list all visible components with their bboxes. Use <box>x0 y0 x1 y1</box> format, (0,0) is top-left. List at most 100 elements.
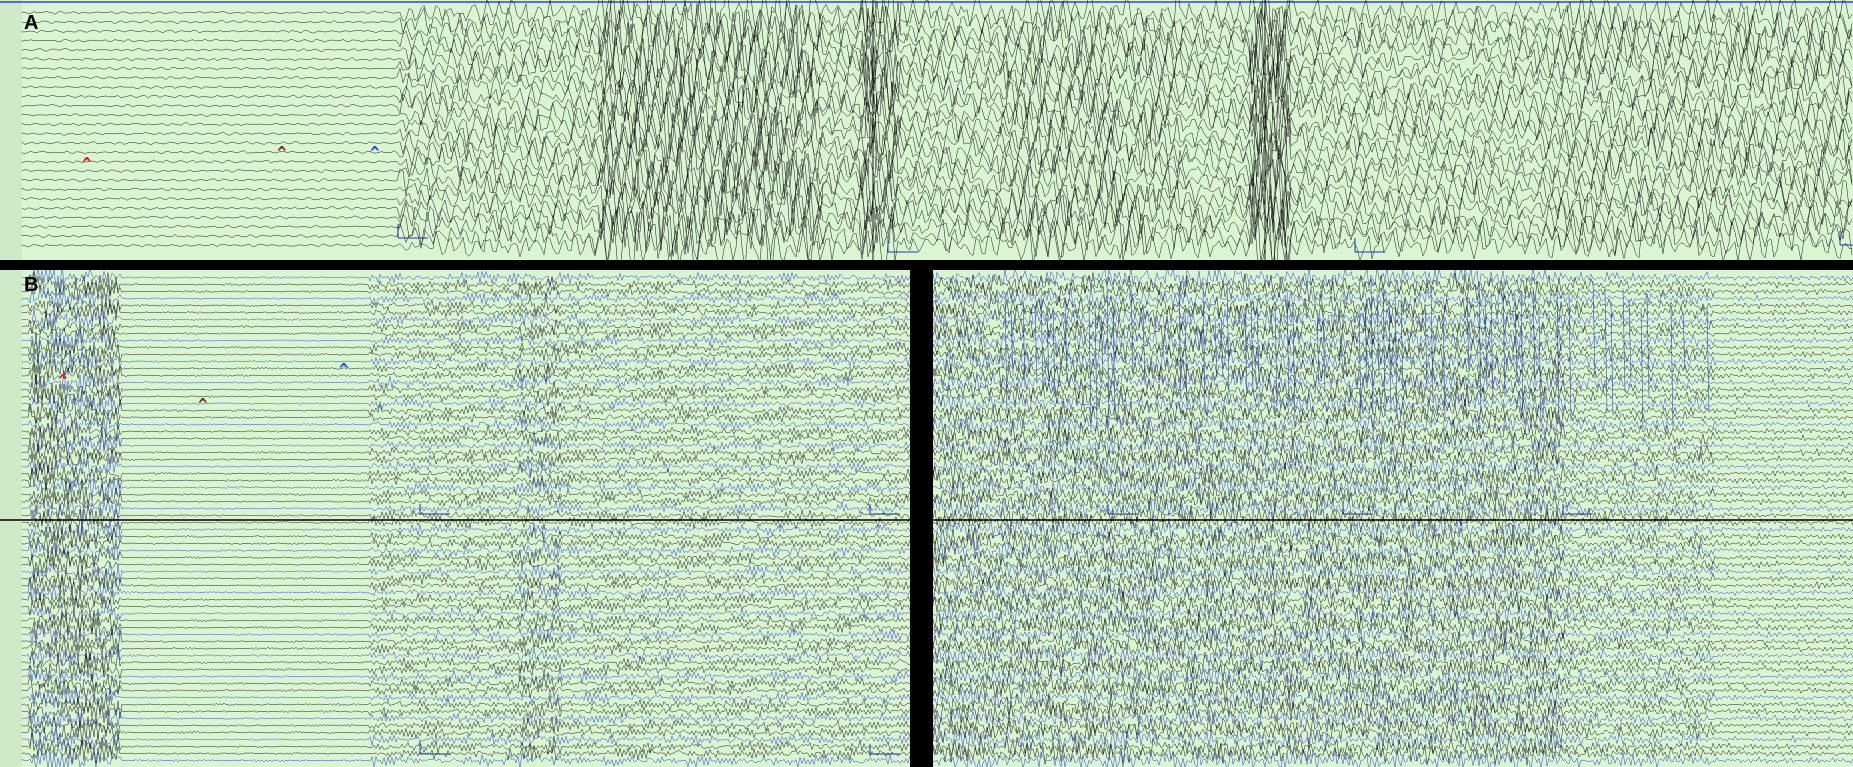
eeg-channel-trace <box>21 0 1853 73</box>
eeg-channel-trace <box>21 525 910 548</box>
burst-stroke <box>1376 294 1380 377</box>
eeg-channel-trace <box>21 612 910 640</box>
burst-stroke <box>1274 301 1278 406</box>
eeg-channel-trace <box>21 649 910 674</box>
eeg-channel-trace <box>933 574 1853 598</box>
eeg-channel-trace <box>21 448 910 474</box>
eeg-channel-trace <box>933 349 1853 374</box>
eeg-channel-trace <box>21 516 910 545</box>
eeg-channel-trace <box>21 491 910 511</box>
panel-a-label: A <box>24 12 39 34</box>
burst-stroke <box>1370 280 1374 415</box>
eeg-channel-trace <box>933 623 1853 648</box>
eeg-channel-trace <box>933 735 1853 759</box>
burst-stroke <box>1670 310 1674 428</box>
eeg-channel-trace <box>21 35 1853 115</box>
marker-brown-a: ^ <box>277 143 287 162</box>
marker-blue-a: ^ <box>370 143 380 162</box>
eeg-channel-trace <box>21 55 1853 152</box>
eeg-channel-trace <box>933 334 1853 361</box>
eeg-channel-trace <box>21 497 910 522</box>
eeg-channel-trace <box>21 332 910 362</box>
eeg-channel-trace <box>21 124 1853 198</box>
eeg-channel-trace <box>21 299 910 325</box>
eeg-channel-trace <box>933 552 1853 576</box>
eeg-channel-trace <box>933 306 1853 332</box>
burst-stroke <box>1214 319 1218 378</box>
eeg-channel-trace <box>21 70 1853 153</box>
eeg-channel-trace <box>933 475 1853 501</box>
burst-stroke <box>1364 303 1368 379</box>
eeg-channel-trace <box>21 276 910 303</box>
eeg-channel-trace <box>933 286 1853 313</box>
eeg-channel-trace <box>21 7 1853 94</box>
eeg-channel-trace <box>933 362 1853 388</box>
burst-stroke <box>1088 306 1092 430</box>
eeg-channel-trace <box>21 589 910 610</box>
eeg-channel-trace <box>21 370 910 399</box>
eeg-channel-trace <box>933 741 1853 766</box>
burst-stroke <box>1178 285 1182 403</box>
burst-stroke <box>1226 282 1230 395</box>
burst-stroke <box>1106 283 1110 426</box>
burst-stroke <box>1442 313 1446 419</box>
eeg-channel-trace <box>21 715 910 737</box>
eeg-channel-trace <box>21 624 910 646</box>
burst-stroke <box>1130 286 1134 371</box>
eeg-channel-trace <box>21 54 1853 136</box>
channel-label-strip-b <box>0 270 22 767</box>
eeg-channel-trace <box>933 658 1853 682</box>
eeg-channel-trace <box>933 327 1853 354</box>
eeg-channel-trace <box>21 686 910 708</box>
eeg-channel-trace <box>21 364 910 387</box>
eeg-channel-trace <box>21 287 910 312</box>
burst-stroke <box>1538 311 1542 427</box>
eeg-channel-trace <box>933 426 1853 450</box>
burst-stroke <box>1256 306 1260 381</box>
eeg-channel-trace <box>933 684 1853 710</box>
burst-stroke <box>1706 307 1710 413</box>
eeg-channel-trace <box>21 46 1853 129</box>
eeg-channel-trace <box>933 664 1853 689</box>
burst-stroke <box>1202 283 1206 415</box>
burst-stroke <box>1220 318 1224 379</box>
eeg-channel-trace <box>21 677 910 706</box>
burst-stroke <box>1502 282 1506 398</box>
eeg-channel-trace <box>21 500 910 530</box>
eeg-channel-trace <box>21 561 910 587</box>
eeg-channel-trace <box>21 144 1853 247</box>
eeg-channel-trace <box>21 725 910 754</box>
eeg-channel-trace <box>21 697 910 726</box>
burst-stroke <box>1532 290 1536 386</box>
eeg-channel-trace <box>21 311 910 336</box>
eeg-channel-trace <box>21 710 910 734</box>
eeg-channel-trace <box>933 439 1853 465</box>
burst-stroke <box>1094 302 1098 425</box>
eeg-channel-trace <box>21 270 910 291</box>
burst-stroke <box>1604 289 1608 414</box>
eeg-channel-trace <box>933 580 1853 606</box>
marker-blue-b: ^ <box>339 360 349 379</box>
eeg-channel-trace <box>21 385 910 408</box>
eeg-channel-trace <box>21 601 910 622</box>
eeg-channel-trace <box>933 728 1853 753</box>
eeg-channel-trace <box>21 578 910 605</box>
eeg-traces-b-right <box>933 270 1853 767</box>
eeg-channel-trace <box>21 510 910 536</box>
eeg-channel-trace <box>933 384 1853 408</box>
eeg-channel-trace <box>21 432 910 458</box>
eeg-channel-trace <box>933 490 1853 514</box>
eeg-channel-trace <box>933 635 1853 661</box>
eeg-channel-trace <box>21 643 910 667</box>
burst-stroke <box>1514 297 1518 383</box>
eeg-channel-trace <box>933 270 1853 290</box>
eeg-channel-trace <box>21 71 1853 156</box>
eeg-channel-trace <box>21 97 1853 177</box>
eeg-channel-trace <box>21 92 1853 180</box>
eeg-channel-trace <box>21 739 910 765</box>
eeg-channel-trace <box>933 523 1853 549</box>
burst-stroke <box>1382 282 1386 408</box>
burst-stroke <box>1316 309 1320 387</box>
eeg-channel-trace <box>933 530 1853 556</box>
burst-stroke <box>1064 301 1068 383</box>
